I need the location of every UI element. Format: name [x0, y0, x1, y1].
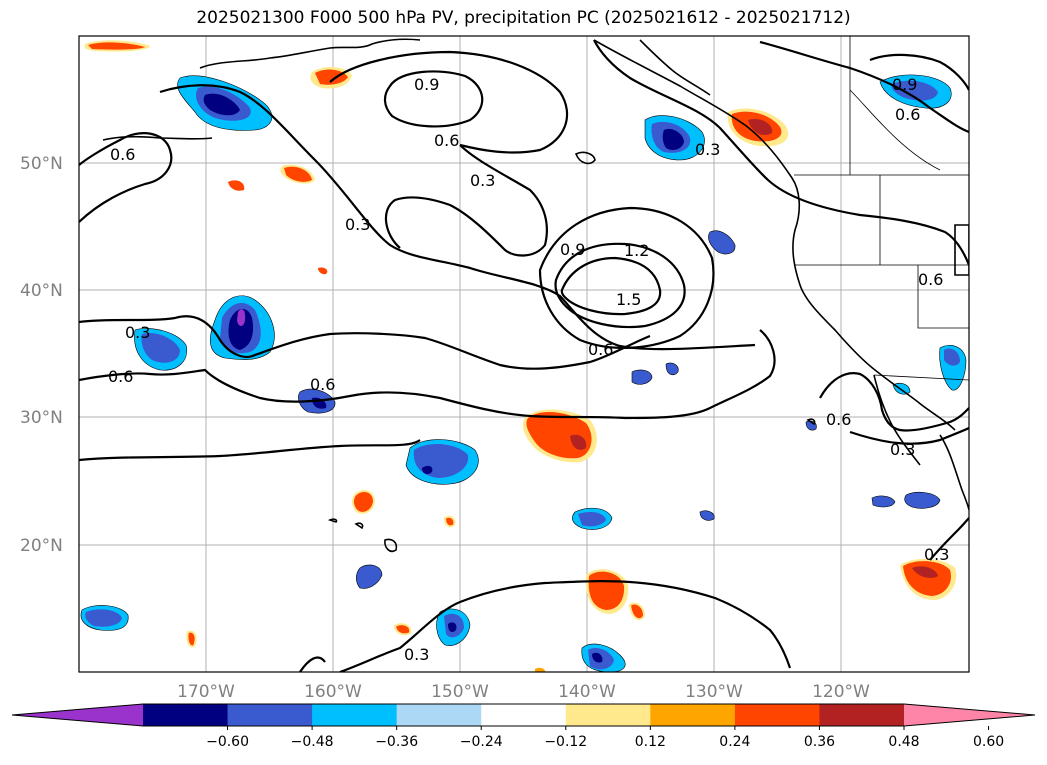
colorbar-segment — [143, 704, 229, 726]
colorbar-segment — [227, 704, 313, 726]
lon-tick-label: 130°W — [685, 682, 743, 702]
colorbar-segment — [819, 704, 905, 726]
colorbar-tick-label: 0.12 — [635, 734, 666, 750]
contour-label: 1.2 — [624, 241, 649, 260]
lon-tick-label: 160°W — [304, 682, 362, 702]
colorbar-segment — [396, 704, 482, 726]
contour-label: 0.3 — [924, 545, 949, 564]
contour-label: 0.6 — [108, 367, 133, 386]
contour-label: 0.6 — [895, 105, 920, 124]
political-borders — [794, 36, 969, 381]
colorbar-tick-label: −0.36 — [375, 734, 418, 750]
map-title: 2025021300 F000 500 hPa PV, precipitatio… — [196, 8, 851, 28]
colorbar-tick-label: −0.24 — [460, 734, 503, 750]
colorbar-tick-label: 0.24 — [719, 734, 750, 750]
pv-contours — [79, 39, 969, 672]
precip-negative-areas — [80, 74, 967, 672]
lon-tick-label: 120°W — [812, 682, 870, 702]
colorbar-tick-label: 0.36 — [804, 734, 835, 750]
lon-tick-label: 140°W — [558, 682, 616, 702]
contour-label: 0.9 — [560, 240, 585, 259]
colorbar-segment — [481, 704, 567, 726]
contour-label: 0.3 — [470, 171, 495, 190]
contour-label: 1.5 — [616, 290, 641, 309]
lat-tick-label: 40°N — [20, 281, 63, 301]
colorbar-segment — [734, 704, 820, 726]
colorbar-tick-label: −0.48 — [291, 734, 334, 750]
contour-label: 0.9 — [892, 75, 917, 94]
contour-label: 0.3 — [695, 140, 720, 159]
colorbar-segment — [565, 704, 651, 726]
colorbar: −0.60 −0.48 −0.36 −0.24 −0.12 0.12 0.24 0.36 0.4… — [11, 703, 1036, 750]
colorbar-extend-low — [12, 704, 143, 726]
lat-tick-label: 20°N — [20, 536, 63, 556]
colorbar-tick-label: −0.12 — [544, 734, 587, 750]
colorbar-segment — [650, 704, 736, 726]
lon-tick-label: 150°W — [431, 682, 489, 702]
contour-label: 0.3 — [345, 215, 370, 234]
contour-label: 0.9 — [414, 75, 439, 94]
longitude-labels: 170°W 160°W 150°W 140°W 130°W 120°W — [177, 682, 870, 702]
colorbar-tick-label: 0.48 — [888, 734, 919, 750]
lon-tick-label: 170°W — [177, 682, 235, 702]
contour-label: 0.6 — [110, 145, 135, 164]
contour-label: 0.6 — [826, 410, 851, 429]
contour-label: 0.3 — [404, 645, 429, 664]
colorbar-extend-high — [904, 704, 1035, 726]
contour-label: 0.6 — [918, 270, 943, 289]
precip-positive-areas — [84, 40, 957, 672]
contour-label: 0.6 — [310, 375, 335, 394]
colorbar-outline — [11, 703, 1036, 727]
colorbar-tick-label: 0.60 — [973, 734, 1004, 750]
lat-tick-label: 30°N — [20, 408, 63, 428]
colorbar-segment — [312, 704, 398, 726]
contour-label: 0.3 — [890, 440, 915, 459]
contour-label: 0.6 — [434, 131, 459, 150]
contour-label: 0.6 — [588, 340, 613, 359]
contour-label-group: 0.9 0.6 0.3 0.3 0.9 1.2 1.5 0.6 0.6 0.3 … — [108, 75, 949, 664]
latitude-labels: 50°N 40°N 30°N 20°N — [20, 154, 63, 556]
contour-label: 0.3 — [125, 323, 150, 342]
colorbar-tick-label: −0.60 — [206, 734, 249, 750]
gridlines — [79, 36, 969, 672]
lat-tick-label: 50°N — [20, 154, 63, 174]
map-background — [79, 36, 969, 672]
map-frame — [78, 35, 970, 673]
